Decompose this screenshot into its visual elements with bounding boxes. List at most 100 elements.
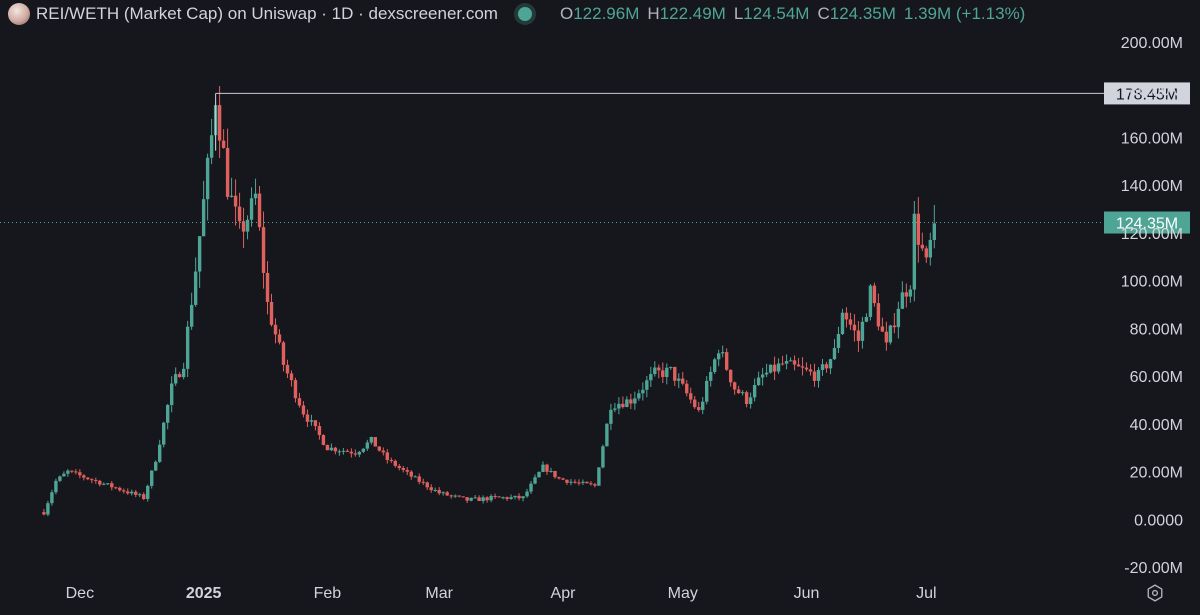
close-key: C	[817, 4, 830, 23]
candle-body	[333, 447, 338, 452]
candle	[485, 496, 489, 503]
candle	[425, 481, 429, 490]
candle-body	[369, 437, 374, 443]
candle	[173, 367, 178, 386]
candle	[325, 444, 330, 451]
candle-body	[209, 135, 214, 158]
candle-body	[457, 495, 461, 497]
y-tick-label: 20.00M	[1130, 465, 1183, 482]
token-avatar	[8, 3, 30, 25]
candle-body	[329, 447, 334, 451]
candle-body	[621, 403, 625, 408]
candle-body	[720, 352, 725, 354]
y-tick-label: 60.00M	[1130, 369, 1183, 386]
candle-body	[525, 491, 529, 497]
candle	[477, 495, 481, 502]
candle-body	[792, 360, 797, 365]
candle-body	[820, 364, 825, 370]
candle	[369, 436, 374, 445]
candle-body	[425, 482, 429, 488]
open-value: 122.96M	[573, 4, 640, 23]
candle-body	[453, 495, 457, 497]
candle	[501, 496, 505, 500]
x-tick-label: Mar	[425, 585, 453, 602]
candle	[856, 321, 861, 352]
candle-body	[876, 303, 881, 327]
candle-body	[689, 393, 693, 400]
candle-body	[529, 483, 533, 492]
candle-body	[365, 442, 370, 449]
candle-body	[493, 495, 497, 497]
candle-body	[609, 409, 613, 424]
candle-body	[517, 495, 521, 499]
candle-body	[201, 199, 206, 237]
change-value: 1.39M (+1.13%)	[903, 4, 1026, 23]
candle-body	[169, 383, 174, 405]
candle-body	[385, 452, 389, 460]
x-tick-label: Apr	[551, 585, 577, 602]
last-price-label: 124.35M	[1116, 216, 1178, 233]
candle	[421, 478, 425, 485]
candle-body	[533, 477, 537, 484]
candle-body	[904, 292, 909, 297]
candle	[617, 397, 621, 415]
candle-body	[82, 475, 86, 478]
y-tick-label: 40.00M	[1130, 417, 1183, 434]
candle-body	[557, 477, 561, 479]
candle-body	[585, 481, 589, 484]
candle	[197, 236, 202, 288]
candle	[848, 312, 853, 331]
candle-body	[736, 389, 741, 394]
candle-body	[788, 360, 793, 362]
candle-body	[122, 490, 126, 492]
candle-body	[892, 325, 897, 328]
candle	[229, 177, 234, 198]
candle	[665, 363, 669, 385]
gear-icon[interactable]	[1146, 584, 1164, 602]
candle	[669, 366, 673, 370]
candle	[457, 495, 461, 498]
candle-body	[597, 467, 601, 486]
candle	[525, 488, 529, 498]
candle-body	[649, 374, 653, 381]
candle	[78, 469, 82, 479]
candle	[241, 207, 246, 248]
x-tick-label: 2025	[186, 585, 222, 602]
x-tick-label: Jun	[794, 585, 820, 602]
candle-body	[313, 420, 318, 427]
candle-body	[150, 470, 154, 486]
candle-body	[916, 213, 921, 245]
candle-body	[106, 483, 110, 485]
candle	[237, 192, 242, 229]
candle	[118, 486, 122, 492]
candle	[381, 447, 386, 456]
y-tick-label: 140.00M	[1121, 178, 1183, 195]
candle	[441, 491, 445, 496]
candle	[489, 494, 493, 503]
candle	[221, 129, 226, 149]
candle	[533, 474, 537, 485]
candle	[405, 467, 409, 476]
candle-body	[880, 326, 885, 332]
candle-body	[796, 364, 801, 367]
candle	[800, 357, 805, 376]
candle	[337, 449, 342, 456]
candle	[529, 480, 533, 495]
candle	[401, 465, 405, 473]
candle-body	[221, 140, 226, 148]
candle-body	[832, 348, 837, 360]
candle	[780, 355, 785, 366]
candle-body	[181, 368, 186, 378]
candle-body	[740, 392, 745, 394]
candle-body	[836, 334, 841, 349]
candle	[872, 282, 877, 307]
candle-body	[900, 292, 905, 309]
candle	[249, 187, 254, 227]
candle	[916, 197, 921, 263]
candle	[361, 448, 366, 454]
candle-body	[848, 319, 853, 325]
candle	[764, 363, 769, 378]
candle	[189, 292, 194, 330]
candle	[784, 354, 789, 370]
